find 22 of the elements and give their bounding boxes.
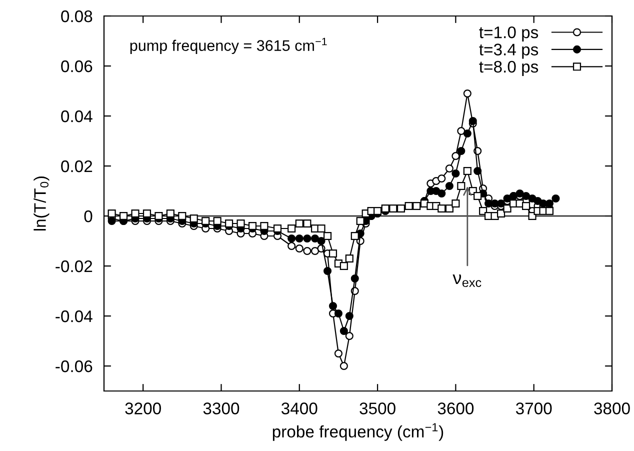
y-tick-label: 0.08 xyxy=(61,10,92,22)
x-tick-label: 3400 xyxy=(281,402,318,414)
legend-label: t=3.4 ps xyxy=(479,44,538,59)
y-tick-label: 0.04 xyxy=(61,110,92,122)
annotation: pump frequency = 3615 cm$^{−1}$ xyxy=(130,38,327,54)
y-tick-label: -0.06 xyxy=(56,360,92,372)
y-tick-label: 0 xyxy=(84,210,92,222)
x-tick-label: 3300 xyxy=(203,402,240,414)
x-tick-label: 3800 xyxy=(594,402,630,414)
y-tick-label: 0.06 xyxy=(61,60,92,72)
x-axis-title: probe frequency (cm$^{−1}$) xyxy=(272,423,444,441)
annotation: ν$_{exc}$ xyxy=(452,274,482,288)
x-tick-label: 3700 xyxy=(516,402,552,414)
x-tick-label: 3500 xyxy=(360,402,396,414)
y-tick-label: -0.02 xyxy=(56,260,92,272)
legend-label: t=1.0 ps xyxy=(479,26,538,42)
y-tick-label: -0.04 xyxy=(56,310,92,322)
y-tick-label: 0.02 xyxy=(61,160,92,172)
legend-label: t=8.0 ps xyxy=(479,60,538,76)
x-tick-label: 3200 xyxy=(125,402,161,414)
x-tick-label: 3600 xyxy=(438,402,474,414)
y-axis-title: ln(T/T$_{0}$) xyxy=(34,176,50,230)
